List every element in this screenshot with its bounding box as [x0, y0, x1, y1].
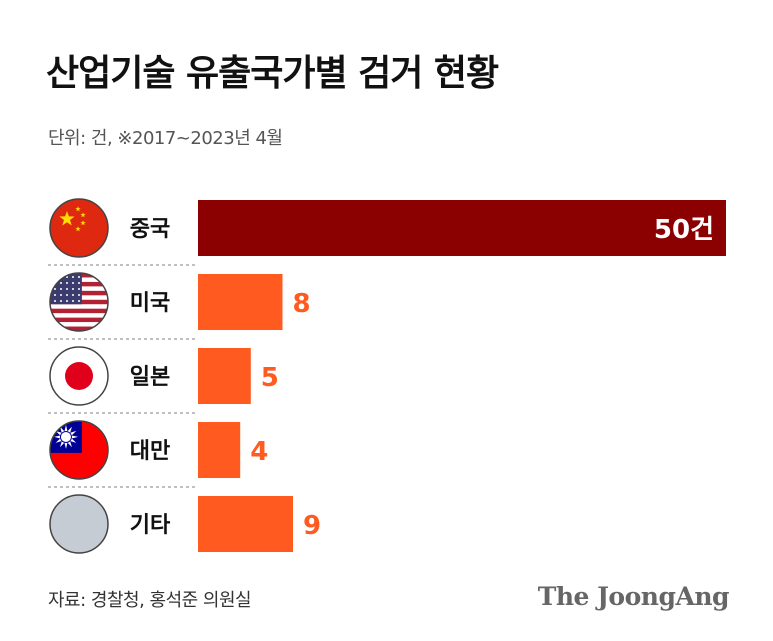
category-label: 기타 — [130, 513, 171, 538]
bar-row: 기타 9 — [49, 494, 321, 554]
value-label: 4 — [250, 437, 268, 467]
source-note: 자료: 경찰청, 홍석준 의원실 — [48, 590, 252, 611]
china-flag-icon — [49, 198, 109, 258]
category-label: 중국 — [130, 217, 170, 242]
bar — [198, 200, 726, 256]
value-label: 50건 — [654, 215, 714, 245]
value-label: 9 — [303, 511, 321, 541]
value-label: 5 — [261, 363, 279, 393]
bar-row: 대만 4 — [48, 420, 268, 488]
bar — [198, 348, 251, 404]
value-label: 8 — [292, 289, 310, 319]
taiwan-flag-icon — [49, 420, 109, 480]
brand-logo: The JoongAng — [537, 582, 730, 611]
japan-flag-icon — [49, 346, 109, 406]
chart-title: 산업기술 유출국가별 검거 현황 — [46, 53, 499, 94]
category-label: 일본 — [130, 365, 170, 390]
bar-row: 일본 5 — [48, 346, 279, 414]
category-label: 미국 — [130, 291, 170, 316]
bar-row: 중국 50건 — [48, 198, 726, 266]
bar — [198, 496, 293, 552]
bar — [198, 422, 241, 478]
usa-flag-icon — [49, 272, 109, 332]
bar — [198, 274, 283, 330]
category-label: 대만 — [130, 439, 170, 464]
bar-row: 미국 8 — [48, 272, 311, 340]
other-placeholder-icon — [49, 494, 109, 554]
chart-subtitle: 단위: 건, ※2017~2023년 4월 — [48, 128, 283, 149]
